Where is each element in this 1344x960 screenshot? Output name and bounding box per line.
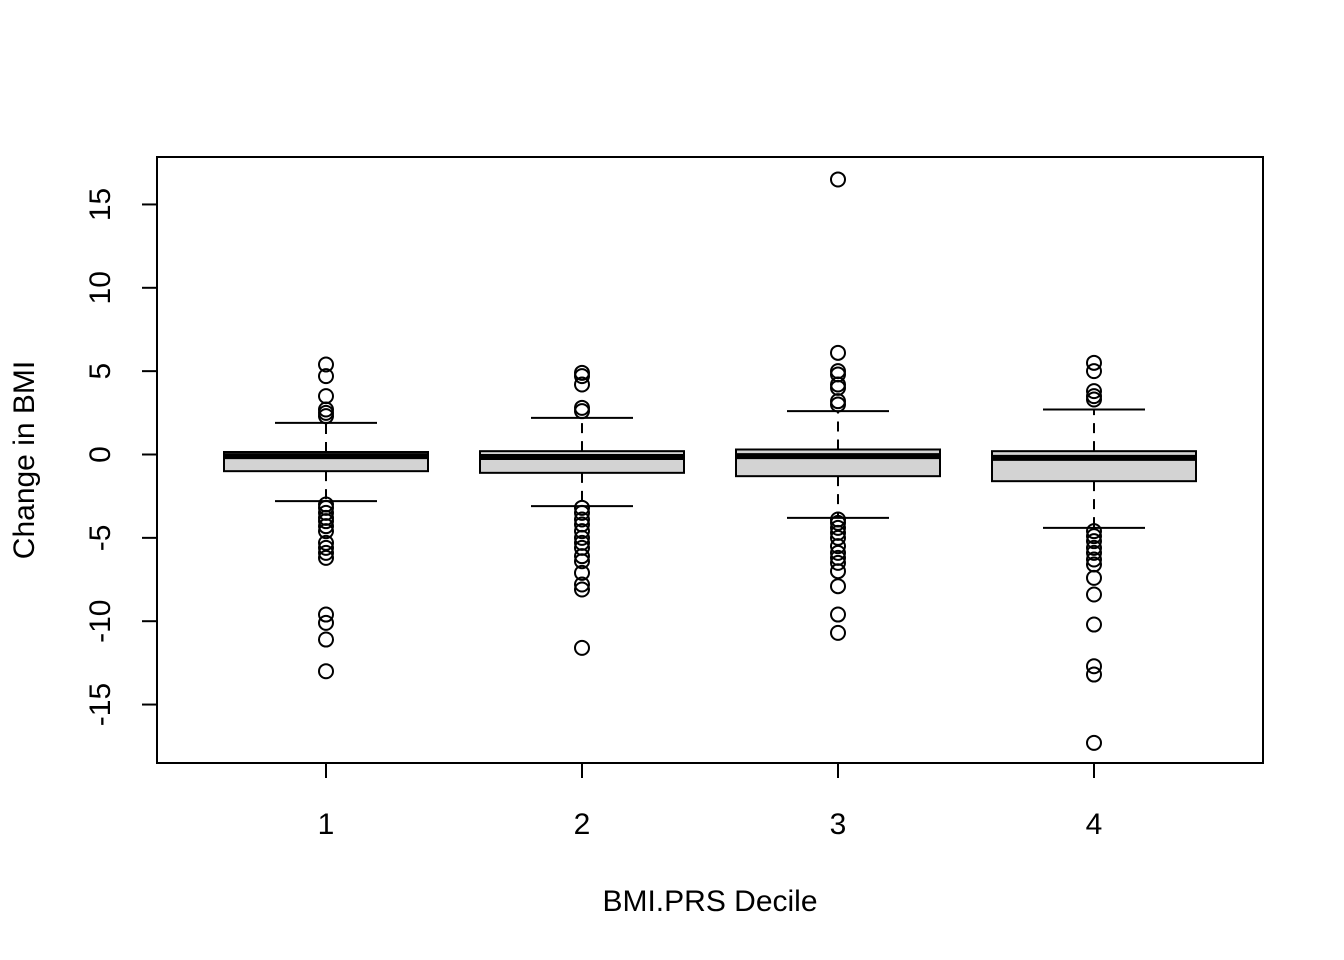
outlier-point — [318, 663, 334, 680]
outlier-point — [318, 606, 334, 623]
x-axis: 1 2 3 4 — [318, 762, 1103, 841]
outlier-point — [830, 578, 846, 595]
outlier-point — [318, 513, 334, 530]
outlier-point — [1086, 586, 1102, 603]
outlier-point — [318, 356, 334, 373]
outlier-point — [574, 548, 590, 565]
outlier-point — [1086, 528, 1102, 545]
outlier-point — [574, 523, 590, 540]
outlier-point — [830, 363, 846, 380]
outlier-point — [318, 539, 334, 556]
y-tick-label: -15 — [84, 683, 117, 726]
box-group — [479, 364, 685, 656]
outlier-point — [1086, 658, 1102, 675]
outlier-point — [830, 393, 846, 410]
outlier-point — [1086, 616, 1102, 633]
x-tick-label: 1 — [318, 808, 335, 841]
outlier-point — [574, 564, 590, 581]
outlier-point — [830, 519, 846, 536]
outlier-point — [1086, 544, 1102, 561]
outlier-point — [830, 376, 846, 393]
outlier-point — [830, 554, 846, 571]
y-tick-label: -10 — [84, 600, 117, 643]
outlier-point — [318, 408, 334, 425]
outlier-point — [1086, 383, 1102, 400]
outlier-point — [574, 529, 590, 546]
outlier-point — [318, 544, 334, 561]
y-tick-label: -5 — [84, 525, 117, 552]
outlier-point — [574, 376, 590, 393]
outlier-point — [830, 344, 846, 361]
outlier-point — [318, 614, 334, 631]
outlier-point — [830, 379, 846, 396]
outlier-point — [574, 511, 590, 528]
outlier-point — [1086, 539, 1102, 556]
y-tick-label: 5 — [84, 363, 117, 380]
x-tick-label: 3 — [830, 808, 847, 841]
outlier-point — [574, 499, 590, 516]
outlier-point — [318, 388, 334, 405]
outlier-point — [1086, 569, 1102, 586]
y-tick-label: 10 — [84, 271, 117, 304]
y-tick-label: 15 — [84, 188, 117, 221]
box-group — [735, 171, 941, 641]
y-axis: -15 -10 -5 0 5 10 15 — [84, 188, 158, 726]
outlier-point — [574, 403, 590, 420]
outlier-point — [830, 514, 846, 531]
outlier-point — [574, 576, 590, 593]
outlier-point — [318, 549, 334, 566]
outlier-point — [318, 368, 334, 385]
box-group — [223, 356, 429, 680]
outlier-point — [1086, 734, 1102, 751]
outlier-point — [318, 496, 334, 513]
outlier-point — [830, 529, 846, 546]
outlier-point — [1086, 666, 1102, 683]
outlier-point — [574, 504, 590, 521]
outlier-point — [318, 534, 334, 551]
outlier-point — [318, 518, 334, 535]
boxes-layer — [223, 171, 1197, 751]
outlier-point — [318, 523, 334, 540]
outlier-point — [574, 399, 590, 416]
outlier-point — [574, 581, 590, 598]
outlier-point — [830, 624, 846, 641]
outlier-point — [574, 553, 590, 570]
box-group — [991, 354, 1197, 751]
outlier-point — [830, 563, 846, 580]
outlier-point — [574, 639, 590, 656]
outlier-point — [318, 404, 334, 421]
outlier-point — [1086, 533, 1102, 550]
outlier-point — [830, 606, 846, 623]
outlier-point — [1086, 551, 1102, 568]
outlier-point — [318, 631, 334, 648]
outlier-point — [1086, 391, 1102, 408]
outlier-point — [1086, 523, 1102, 540]
outlier-point — [1086, 354, 1102, 371]
x-tick-label: 4 — [1086, 808, 1103, 841]
outlier-point — [830, 538, 846, 555]
outlier-point — [1086, 363, 1102, 380]
y-axis-label: Change in BMI — [8, 361, 41, 559]
x-axis-label: BMI.PRS Decile — [602, 885, 817, 918]
outlier-point — [830, 171, 846, 188]
x-tick-label: 2 — [574, 808, 591, 841]
y-tick-label: 0 — [84, 446, 117, 463]
outlier-point — [574, 368, 590, 385]
outlier-point — [830, 544, 846, 561]
outlier-point — [830, 396, 846, 413]
